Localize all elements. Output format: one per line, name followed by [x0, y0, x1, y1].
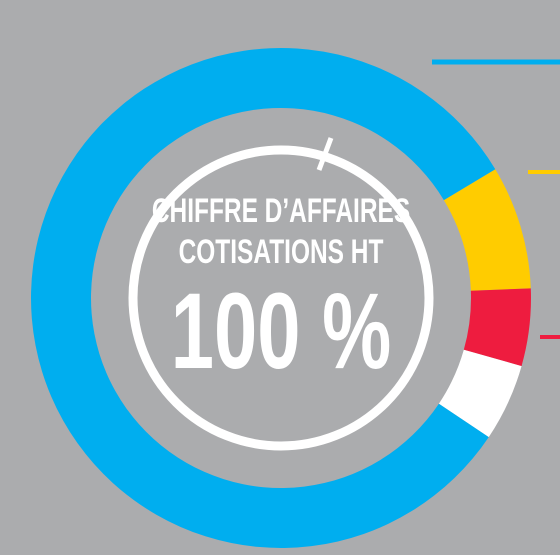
donut-segment: [443, 169, 531, 291]
center-label: 100 %: [171, 270, 391, 391]
tick-decoration: [316, 137, 334, 171]
title-line: CHIFFRE D’AFFAIRES: [152, 192, 410, 230]
donut-segment: [438, 349, 522, 438]
title-line: COTISATIONS HT: [179, 233, 384, 271]
donut-segment: [463, 288, 532, 367]
center-text: CHIFFRE D’AFFAIRES COTISATIONS HT 100 %: [152, 192, 410, 391]
inner-ring: [128, 145, 434, 451]
donut: [31, 48, 532, 549]
